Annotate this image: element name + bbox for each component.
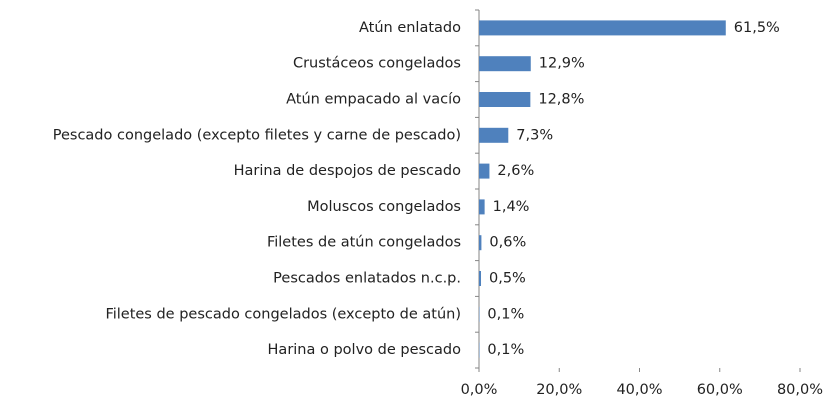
y-tick-label: Atún empacado al vacío: [286, 92, 461, 108]
data-label: 12,8%: [538, 92, 584, 108]
bar: [479, 199, 485, 215]
data-label: 2,6%: [497, 163, 534, 179]
x-tick-label: 20,0%: [536, 382, 582, 398]
data-label: 0,1%: [487, 306, 524, 322]
bar: [479, 20, 726, 36]
data-label: 0,6%: [489, 235, 526, 251]
y-tick-label: Harina o polvo de pescado: [268, 342, 462, 358]
y-tick-label: Filetes de pescado congelados (excepto d…: [105, 306, 461, 322]
y-tick-label: Crustáceos congelados: [293, 56, 461, 72]
y-tick-label: Atún enlatado: [359, 20, 461, 36]
bar: [479, 271, 482, 286]
bar: [479, 127, 509, 143]
x-tick-label: 60,0%: [697, 382, 743, 398]
bar: [479, 163, 490, 179]
bar: [479, 92, 531, 107]
y-tick-label: Pescados enlatados n.c.p.: [273, 271, 461, 287]
data-label: 0,1%: [487, 342, 524, 358]
x-tick-label: 0,0%: [461, 382, 498, 398]
x-tick-label: 80,0%: [777, 382, 823, 398]
x-tick-label: 40,0%: [616, 382, 662, 398]
bar: [479, 56, 531, 72]
bar: [479, 235, 482, 251]
data-label: 0,5%: [489, 271, 526, 287]
data-label: 7,3%: [516, 127, 553, 143]
y-tick-label: Harina de despojos de pescado: [234, 163, 461, 179]
data-label: 61,5%: [734, 20, 780, 36]
y-tick-label: Pescado congelado (excepto filetes y car…: [53, 127, 461, 143]
y-tick-label: Moluscos congelados: [307, 199, 461, 215]
data-label: 1,4%: [493, 199, 530, 215]
y-tick-label: Filetes de atún congelados: [267, 235, 461, 251]
data-label: 12,9%: [539, 56, 585, 72]
